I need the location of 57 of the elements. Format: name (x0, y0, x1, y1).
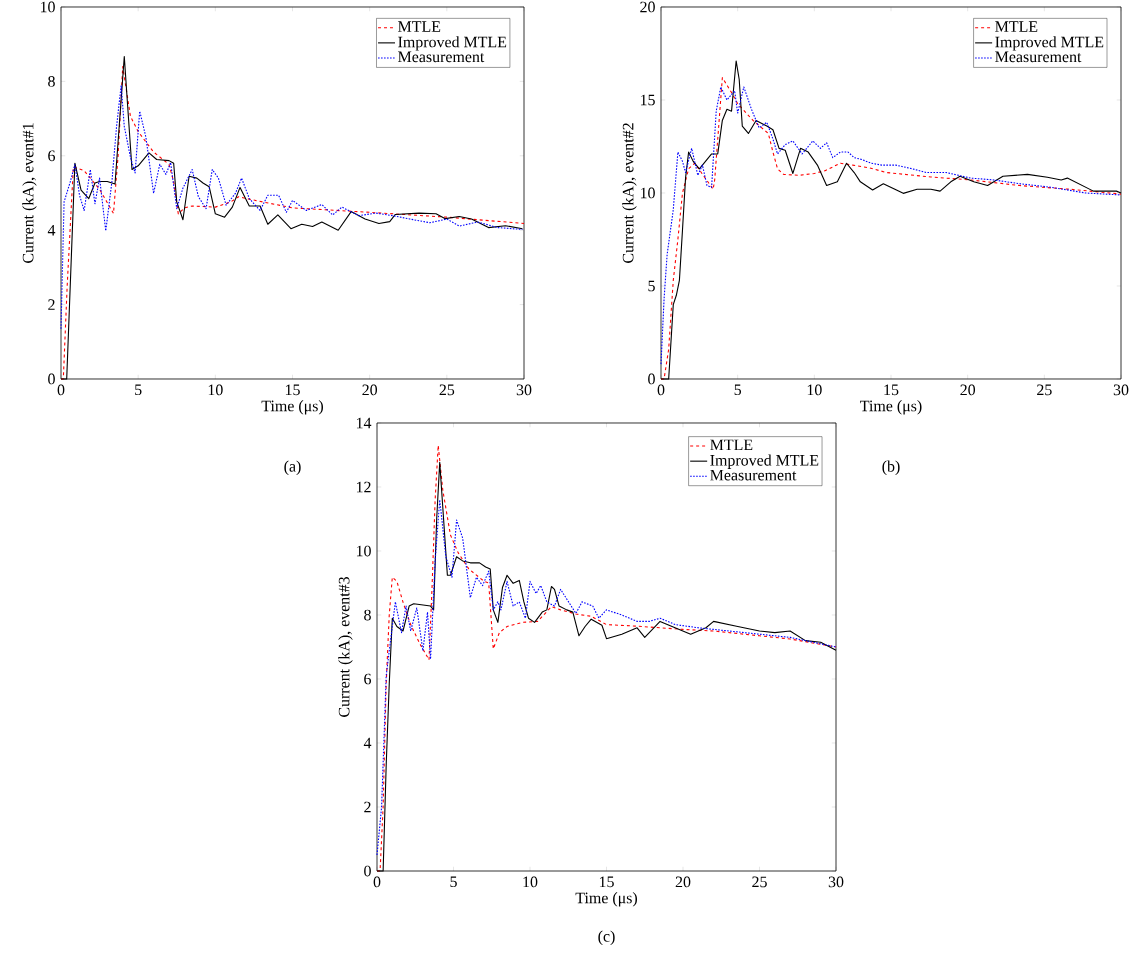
x-tick-label: 10 (208, 384, 223, 396)
text: (a) (284, 460, 301, 475)
y-tick-label: 4 (47, 224, 56, 236)
x-tick-label: 15 (884, 384, 899, 396)
x-tick-label: 20 (960, 384, 976, 396)
x-tick-label: 10 (807, 384, 822, 396)
x-tick-label: 5 (450, 876, 457, 888)
y-tick-label: 6 (48, 150, 56, 162)
x-axis-title: Time (μs) (860, 400, 922, 415)
legend-label: MTLE (710, 439, 753, 451)
legend-label: Improved MTLE (398, 36, 507, 51)
legend-label: Improved MTLE (995, 36, 1104, 51)
y-axis-title: Current (kA), event#2 (622, 123, 637, 263)
legend-label: MTLE (995, 21, 1038, 32)
x-tick-label: 30 (516, 384, 532, 396)
x-tick-label: 0 (373, 876, 381, 888)
y-axis-title: Current (kA), event#3 (338, 577, 353, 717)
y-tick-label: 8 (364, 609, 371, 621)
x-tick-label: 25 (1037, 384, 1052, 396)
x-axis-title: Time (μs) (261, 400, 324, 415)
y-tick-label: 10 (356, 545, 371, 557)
x-tick-label: 5 (734, 384, 742, 396)
x-tick-label: 20 (675, 876, 691, 888)
y-tick-label: 10 (640, 187, 655, 199)
y-tick-label: 0 (48, 373, 55, 385)
y-tick-label: 12 (356, 481, 371, 493)
x-tick-label: 25 (439, 384, 455, 396)
y-axis-title: Current (kA), event#1 (22, 123, 37, 263)
text: (b) (882, 460, 900, 475)
y-tick-label: 10 (40, 1, 55, 13)
y-tick-label: 5 (648, 280, 655, 292)
x-tick-label: 25 (752, 876, 767, 888)
y-tick-label: 0 (648, 373, 655, 385)
legend-label: Improved MTLE (710, 454, 819, 469)
y-tick-label: 2 (48, 299, 55, 310)
y-tick-label: 8 (48, 76, 55, 87)
y-tick-label: 14 (356, 417, 372, 429)
x-tick-label: 10 (523, 876, 538, 888)
legend-label: MTLE (398, 21, 441, 32)
x-tick-label: 0 (57, 384, 65, 396)
x-tick-label: 30 (828, 876, 844, 888)
x-tick-label: 15 (599, 876, 614, 888)
legend-label: Measurement (398, 51, 485, 63)
x-tick-label: 30 (1113, 384, 1129, 396)
y-tick-label: 15 (640, 94, 655, 106)
y-tick-label: 2 (364, 801, 371, 813)
legend-label: Measurement (710, 469, 797, 481)
x-tick-label: 15 (285, 384, 300, 396)
y-tick-label: 0 (364, 865, 371, 877)
x-tick-label: 0 (657, 384, 665, 396)
y-tick-label: 20 (640, 1, 655, 13)
x-tick-label: 5 (135, 384, 142, 396)
x-axis-title: Time (μs) (575, 892, 638, 907)
text: (c) (598, 930, 615, 945)
legend-label: Measurement (995, 51, 1082, 63)
y-tick-label: 4 (363, 737, 372, 749)
y-tick-label: 6 (364, 673, 372, 685)
